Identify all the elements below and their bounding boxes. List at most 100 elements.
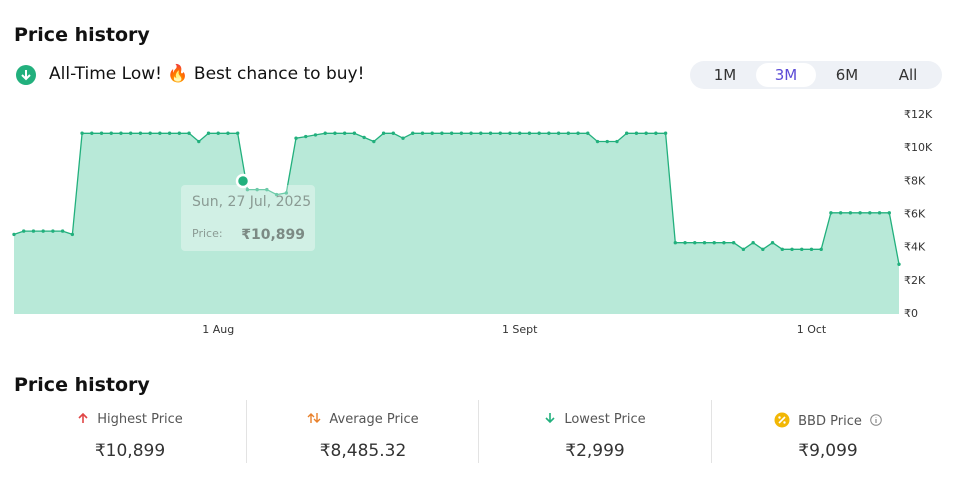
range-option[interactable]: All [898, 66, 918, 84]
point [51, 229, 55, 233]
point [274, 192, 279, 197]
point [556, 131, 561, 135]
point [508, 131, 512, 135]
point [430, 131, 434, 135]
y-tick-label: ₹2K [904, 274, 926, 287]
point [868, 211, 872, 215]
point [829, 211, 833, 215]
point [235, 131, 240, 135]
hover-dot [235, 173, 251, 189]
label: Average Price [329, 412, 419, 427]
point [693, 240, 697, 245]
chart: ₹0 ₹2K ₹4K ₹6K ₹8K ₹10K ₹12K 1 Aug 1 Sept 1 Oct Su… [12, 108, 933, 336]
point [245, 187, 250, 192]
point [420, 131, 425, 135]
point [809, 247, 814, 252]
point [41, 229, 45, 233]
point [624, 131, 629, 135]
point [595, 139, 600, 144]
point [22, 229, 26, 233]
point [197, 139, 201, 144]
point [518, 131, 522, 135]
range-option[interactable]: 3M [756, 63, 816, 87]
point [99, 131, 104, 135]
point [800, 247, 804, 252]
status: All-Time Low! 🔥 Best chance to buy! [49, 64, 365, 84]
point [449, 131, 454, 135]
range-option[interactable]: 1M [713, 66, 737, 84]
point [576, 131, 580, 135]
point [187, 131, 191, 135]
y-tick-label: ₹6K [904, 208, 926, 221]
point [877, 211, 882, 215]
point [663, 131, 668, 135]
point [527, 131, 532, 135]
title: Price history [14, 24, 150, 46]
point [119, 131, 123, 135]
point [352, 131, 357, 135]
stat-value: ₹2,999 [565, 441, 625, 461]
tooltip-label: Price: [192, 227, 223, 240]
point [372, 139, 376, 144]
point [498, 131, 502, 135]
y-tick-label: ₹8K [904, 174, 926, 187]
point [605, 139, 609, 144]
y-tick-label: ₹4K [904, 241, 926, 254]
point [887, 211, 891, 215]
y-tick-label: ₹10K [904, 141, 933, 154]
range-option[interactable]: 6M [835, 66, 859, 84]
point [566, 131, 571, 135]
point [226, 131, 230, 135]
stats-title: Price history [14, 374, 150, 396]
point [712, 240, 716, 245]
divider [478, 400, 479, 463]
point [780, 247, 784, 252]
range-selector: 1M 3M 6M All [690, 61, 942, 89]
divider [711, 400, 712, 463]
point [313, 133, 318, 137]
stat: Lowest Price ₹2,999 [479, 400, 711, 463]
point [294, 136, 298, 140]
tooltip-box [181, 185, 315, 251]
point [12, 232, 16, 237]
point [838, 211, 843, 215]
x-tick-label: 1 Aug [202, 323, 234, 336]
point [60, 229, 65, 233]
label: Highest Price [97, 412, 183, 427]
point [109, 131, 113, 135]
point [848, 211, 853, 215]
point [70, 232, 75, 237]
point [342, 131, 347, 135]
stat: Average Price ₹8,485.32 [247, 400, 479, 463]
point [459, 131, 464, 135]
label: BBD Price [798, 414, 862, 429]
point [411, 131, 415, 135]
point [158, 131, 162, 135]
point [722, 240, 726, 245]
point [644, 131, 648, 135]
tooltip-date: Sun, 27 Jul, 2025 [192, 194, 311, 210]
stat: Highest Price ₹10,899 [14, 400, 246, 463]
area [14, 133, 899, 314]
point [381, 131, 386, 135]
point [177, 131, 182, 135]
point [90, 131, 94, 135]
point [216, 131, 220, 135]
point [897, 262, 901, 266]
tooltip-value: ₹10,899 [241, 227, 305, 243]
point [167, 131, 172, 135]
tooltip: Sun, 27 Jul, 2025 Price: ₹10,899 [181, 185, 315, 251]
point [469, 131, 473, 135]
point [537, 131, 541, 135]
stat-value: ₹9,099 [798, 441, 858, 461]
point [362, 135, 366, 140]
point [440, 131, 444, 135]
point [741, 247, 746, 252]
y-tick-label: ₹12K [904, 108, 933, 121]
down-icon [16, 65, 36, 85]
stat-value: ₹8,485.32 [319, 441, 407, 461]
point [751, 240, 755, 245]
divider [246, 400, 247, 463]
point [790, 247, 794, 252]
